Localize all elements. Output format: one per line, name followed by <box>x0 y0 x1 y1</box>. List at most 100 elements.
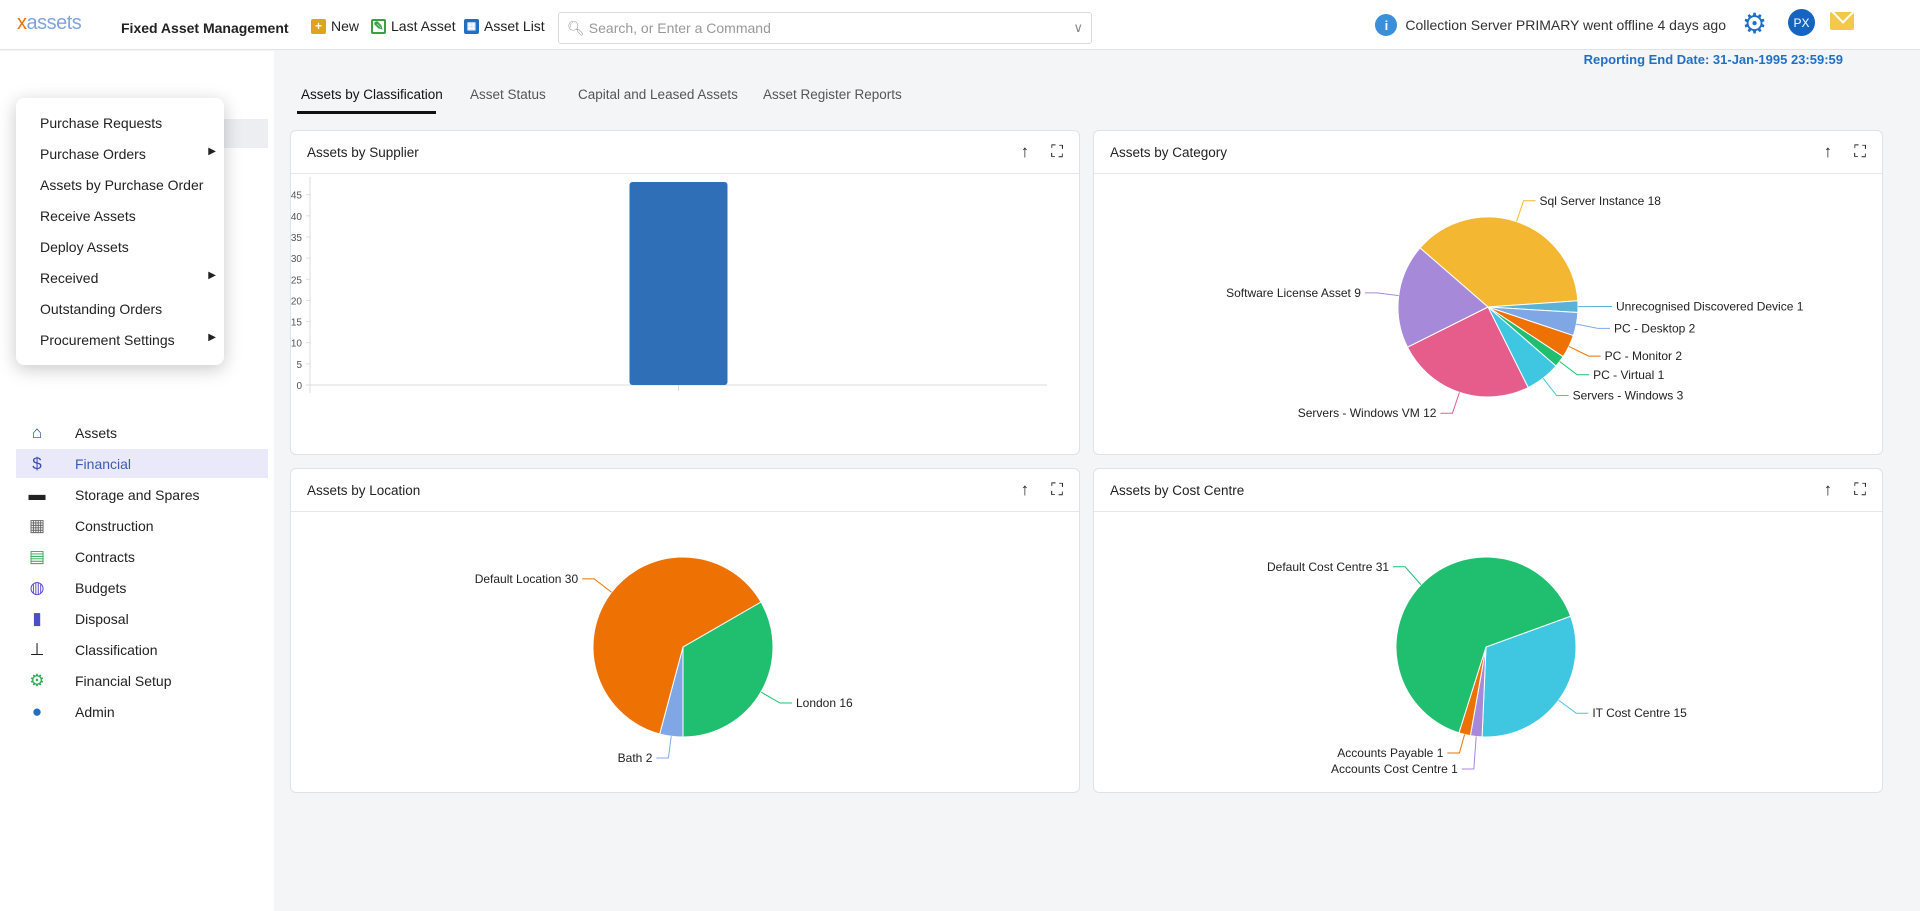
sidebar-item-storage-and-spares[interactable]: ▬ Storage and Spares <box>16 480 268 509</box>
chevron-down-icon[interactable]: ∨ <box>1073 20 1083 35</box>
purchasing-menu: Purchase Requests Purchase Orders ▶ Assets … <box>16 98 224 365</box>
sidebar-item-admin[interactable]: ● Admin <box>16 697 268 726</box>
top-header: xassets Fixed Asset Management + New ✎ Las… <box>0 0 1920 50</box>
building-icon: ▦ <box>28 515 46 535</box>
sidebar-item-budgets[interactable]: ◍ Budgets <box>16 573 268 602</box>
connector-line <box>760 691 792 704</box>
sidebar-item-construction[interactable]: ▦ Construction <box>16 511 268 540</box>
fullscreen-icon[interactable]: ⛶ <box>1854 142 1866 161</box>
pie-slice[interactable] <box>1481 615 1577 738</box>
slice-label: Sql Server Instance 18 <box>1540 194 1662 208</box>
archive-box-icon: ▬ <box>28 484 46 504</box>
y-tick-label: 45 <box>291 191 302 202</box>
menu-item-purchase-requests[interactable]: Purchase Requests <box>40 115 216 131</box>
tab-asset-register-reports[interactable]: Asset Register Reports <box>763 87 902 102</box>
menu-item-receive-assets[interactable]: Receive Assets <box>40 208 216 224</box>
card-header: Assets by Category ↑ ⛶ <box>1094 131 1882 174</box>
arrow-up-icon[interactable]: ↑ <box>1823 142 1833 161</box>
connector-line <box>1576 323 1610 329</box>
slice-name: PC - Virtual <box>1593 368 1654 382</box>
plus-icon: + <box>311 18 326 34</box>
connector-line <box>582 578 612 593</box>
new-button[interactable]: + New <box>311 18 359 34</box>
command-search-input[interactable]: 🔍︎ Search, or Enter a Command ∨ <box>558 12 1092 44</box>
tab-capital-and-leased-assets[interactable]: Capital and Leased Assets <box>578 87 738 102</box>
sidebar-item-assets[interactable]: ⌂ Assets <box>16 418 268 447</box>
slice-label: Accounts Payable 1 <box>1337 746 1443 760</box>
chart-svg: 0 5 10 15 20 25 30 35 40 45 <box>291 177 1047 393</box>
slice-name: Default Cost Centre <box>1267 560 1373 574</box>
slice-name: Default Location <box>475 572 562 586</box>
sidebar-item-contracts[interactable]: ▤ Contracts <box>16 542 268 571</box>
menu-item-label: Procurement Settings <box>40 332 175 348</box>
active-tab-indicator <box>297 111 436 114</box>
connector-line <box>1393 566 1422 586</box>
tab-assets-by-classification[interactable]: Assets by Classification <box>301 87 443 102</box>
menu-item-outstanding-orders[interactable]: Outstanding Orders <box>40 301 216 317</box>
slice-name: Servers - Windows <box>1573 389 1674 403</box>
card-title: Assets by Category <box>1110 144 1228 160</box>
notification[interactable]: i Collection Server PRIMARY went offline … <box>1375 14 1726 36</box>
sidebar-item-label: Storage and Spares <box>75 486 200 503</box>
menu-item-procurement-settings[interactable]: Procurement Settings ▶ <box>40 332 216 348</box>
menu-item-purchase-orders[interactable]: Purchase Orders ▶ <box>40 146 216 162</box>
mail-icon[interactable] <box>1830 12 1854 30</box>
menu-item-deploy-assets[interactable]: Deploy Assets <box>40 239 216 255</box>
card-title: Assets by Location <box>307 482 421 498</box>
slice-label: PC - Virtual 1 <box>1593 368 1664 382</box>
arrow-up-icon[interactable]: ↑ <box>1823 480 1833 499</box>
pie-slice[interactable] <box>1419 216 1579 308</box>
sidebar-item-label: Disposal <box>75 610 129 627</box>
slice-label: Servers - Windows VM 12 <box>1298 406 1437 420</box>
reporting-end-date: Reporting End Date: 31-Jan-1995 23:59:59 <box>1583 52 1843 67</box>
sidebar-item-classification[interactable]: ⊥ Classification <box>16 635 268 664</box>
slice-name: Bath <box>618 751 643 765</box>
info-icon: i <box>1375 14 1398 36</box>
fullscreen-icon[interactable]: ⛶ <box>1051 480 1063 499</box>
book-icon: ▤ <box>28 546 46 566</box>
connector-line <box>1559 361 1590 376</box>
xassets-logo[interactable]: xassets <box>17 12 82 34</box>
sidebar-item-disposal[interactable]: ▮ Disposal <box>16 604 268 633</box>
last-asset-label: Last Asset <box>391 18 456 34</box>
y-tick-label: 30 <box>291 254 302 265</box>
card-title: Assets by Cost Centre <box>1110 482 1245 498</box>
slice-value: 16 <box>839 696 853 710</box>
settings-gear-icon[interactable]: ⚙ <box>1742 8 1768 39</box>
tab-asset-status[interactable]: Asset Status <box>470 87 546 102</box>
arrow-up-icon[interactable]: ↑ <box>1020 142 1030 161</box>
bar[interactable] <box>629 182 728 385</box>
last-asset-button[interactable]: ✎ Last Asset <box>371 18 456 34</box>
slice-name: London <box>796 696 836 710</box>
menu-item-label: Receive Assets <box>40 208 136 224</box>
pie-slice[interactable] <box>1397 247 1489 348</box>
y-tick-label: 35 <box>291 233 302 244</box>
fullscreen-icon[interactable]: ⛶ <box>1854 480 1866 499</box>
card-header: Assets by Cost Centre ↑ ⛶ <box>1094 469 1882 512</box>
sidebar-item-label: Financial <box>75 455 132 472</box>
pie-slice[interactable] <box>592 556 762 735</box>
menu-item-received[interactable]: Received ▶ <box>40 270 216 286</box>
asset-list-button[interactable]: ▦ Asset List <box>464 18 545 34</box>
slice-name: Accounts Payable <box>1337 746 1433 760</box>
search-icon: 🔍︎ <box>567 19 585 36</box>
menu-item-assets-by-purchase-order[interactable]: Assets by Purchase Order <box>40 177 216 193</box>
trash-icon: ▮ <box>32 608 42 628</box>
pie-slice[interactable] <box>1395 556 1572 734</box>
slice-value: 1 <box>1451 762 1458 776</box>
fullscreen-icon[interactable]: ⛶ <box>1051 142 1063 161</box>
sidebar-item-financial-setup[interactable]: ⚙ Financial Setup <box>16 666 268 695</box>
sidebar-item-financial[interactable]: $ Financial <box>16 449 268 478</box>
notification-text: Collection Server PRIMARY went offline 4… <box>1405 17 1726 33</box>
connector-line <box>1461 736 1477 770</box>
caret-right-icon: ▶ <box>208 332 216 343</box>
slice-name: Sql Server Instance <box>1540 194 1645 208</box>
slice-label: PC - Desktop 2 <box>1614 321 1696 335</box>
avatar[interactable]: PX <box>1788 9 1815 36</box>
gear-icon: ⚙ <box>29 670 45 690</box>
connector-line <box>1542 377 1569 397</box>
sidebar-item-label: Assets <box>75 424 118 441</box>
arrow-up-icon[interactable]: ↑ <box>1020 480 1030 499</box>
pie-slice[interactable] <box>682 601 774 738</box>
